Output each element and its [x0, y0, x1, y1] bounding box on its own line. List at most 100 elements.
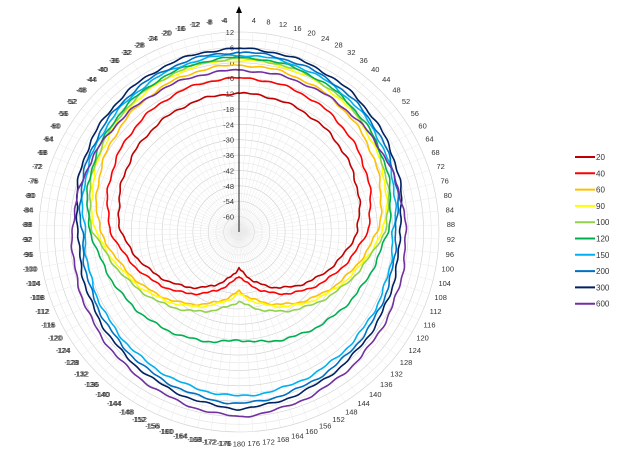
angle-tick-label: 152	[332, 415, 345, 424]
angle-tick-label: 100	[442, 264, 455, 273]
grid-spoke	[238, 156, 425, 233]
grid-spoke	[65, 231, 240, 333]
angle-tick-label: -76	[28, 176, 39, 185]
angle-tick-label: -28	[134, 40, 145, 49]
angle-tick-label: -152	[132, 415, 147, 424]
grid-spoke	[238, 231, 254, 432]
angle-tick-label: 108	[31, 293, 44, 302]
angle-tick-label: 76	[29, 176, 37, 185]
angle-tick-label: 136	[85, 380, 98, 389]
angle-tick-label: -68	[37, 148, 48, 157]
grid-spoke	[197, 231, 240, 428]
angle-tick-label: -56	[58, 109, 69, 118]
angle-tick-label: -172	[202, 438, 217, 447]
angle-tick-label: 60	[418, 122, 426, 131]
grid-spoke	[238, 231, 425, 308]
angle-tick-label: 120	[49, 334, 62, 343]
angle-tick-label: 112	[430, 307, 442, 316]
angle-tick-label: 32	[122, 48, 130, 57]
angle-tick-label: 116	[424, 321, 436, 330]
series-line	[106, 76, 372, 296]
angle-tick-label: -80	[25, 191, 36, 200]
angle-tick-label: 132	[390, 369, 403, 378]
grid-spoke	[73, 119, 240, 233]
angle-tick-label: -44	[86, 75, 97, 84]
angle-tick-label: 84	[446, 205, 454, 214]
angle-tick-label: -140	[95, 390, 110, 399]
angle-tick-label: 128	[400, 358, 413, 367]
angle-tick-label: 40	[371, 65, 379, 74]
angle-tick-label: 172	[203, 438, 216, 447]
grid-spoke	[238, 224, 439, 233]
angle-tick-label: -96	[23, 250, 34, 259]
axis-arrow-icon	[236, 6, 242, 13]
grid-spoke	[170, 43, 240, 233]
angle-tick-label: -92	[22, 235, 33, 244]
grid-spoke	[238, 55, 334, 233]
grid-spoke	[183, 231, 240, 425]
legend-label: 600	[596, 300, 610, 309]
angle-tick-label: 20	[307, 28, 315, 37]
angle-tick-label: -144	[107, 399, 122, 408]
legend-label: 150	[596, 251, 610, 260]
angle-tick-label: 156	[319, 421, 332, 430]
angle-tick-label: 36	[359, 56, 367, 65]
angle-tick-label: -48	[76, 86, 87, 95]
angle-tick-label: 76	[441, 176, 449, 185]
radial-tick-label: -12	[223, 90, 234, 99]
grid-spoke	[238, 231, 405, 345]
angle-tick-label: -116	[41, 321, 55, 330]
angle-tick-label: -16	[175, 24, 186, 33]
angle-tick-label: 156	[147, 421, 160, 430]
angle-tick-label: 176	[248, 439, 261, 448]
radial-tick-label: -30	[223, 136, 234, 145]
series-line	[81, 54, 398, 397]
angle-tick-label: 164	[291, 431, 304, 440]
grid-spoke	[48, 169, 240, 233]
angle-tick-label: 44	[88, 75, 96, 84]
grid-spoke	[44, 231, 240, 281]
angle-tick-label: 56	[411, 109, 419, 118]
angle-tick-label: 96	[446, 250, 454, 259]
angle-tick-label: -168	[187, 435, 202, 444]
angle-tick-label: -4	[221, 16, 228, 25]
grid-spoke	[238, 32, 254, 233]
angle-tick-label: 140	[96, 390, 109, 399]
radial-tick-label: -48	[223, 182, 234, 191]
series-line	[95, 64, 383, 307]
angle-tick-label: -40	[97, 65, 108, 74]
angle-tick-label: 20	[162, 28, 170, 37]
angle-tick-label: -148	[119, 407, 134, 416]
series-line	[70, 68, 408, 418]
grid-spoke	[41, 197, 240, 233]
angle-tick-label: 36	[110, 56, 118, 65]
grid-spoke	[210, 33, 240, 233]
grid-spoke	[238, 231, 357, 394]
radial-tick-label: -24	[223, 120, 234, 129]
angle-tick-label: 32	[347, 48, 355, 57]
angle-tick-label: 52	[402, 97, 410, 106]
angle-tick-label: 104	[438, 279, 451, 288]
angle-tick-label: 16	[293, 24, 301, 33]
grid-spoke	[157, 231, 240, 415]
angle-tick-label: -120	[48, 334, 63, 343]
grid-spoke	[238, 49, 321, 233]
angle-tick-label: -164	[173, 431, 188, 440]
angle-tick-label: -176	[217, 439, 232, 448]
grid-spoke	[238, 231, 413, 333]
grid-spoke	[238, 231, 419, 320]
grid-spoke	[238, 62, 346, 233]
angle-tick-label: -100	[23, 264, 38, 273]
angle-tick-label: 164	[174, 431, 187, 440]
angle-tick-label: -136	[84, 380, 99, 389]
angle-tick-label: 168	[189, 435, 202, 444]
grid-spoke	[238, 169, 430, 233]
series-lines	[70, 47, 408, 418]
grid-spoke	[157, 49, 240, 233]
angle-tick-label: 96	[24, 250, 32, 259]
angle-tick-label: 140	[369, 390, 382, 399]
grid-spoke	[238, 231, 268, 431]
angle-tick-label: 28	[334, 40, 342, 49]
